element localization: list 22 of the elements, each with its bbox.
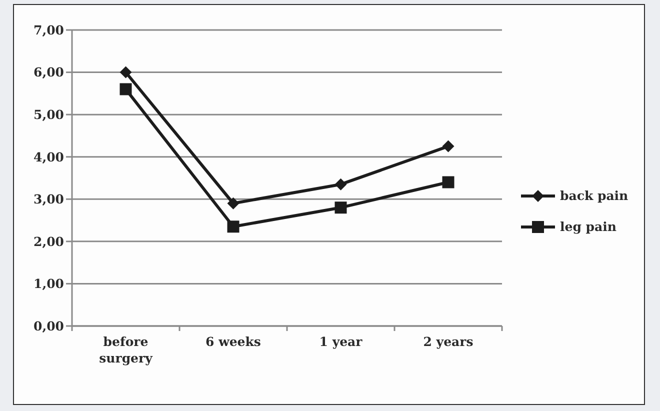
point [334,202,347,214]
legend-label: leg pain [560,219,616,234]
y-tick-label: 5,00 [34,107,64,122]
point [227,220,240,233]
legend-label: back pain [560,188,628,203]
x-tick-label: 2 years [423,334,474,349]
point [120,83,132,96]
point [120,66,132,78]
x-tick-label: 1 year [319,334,363,349]
point [227,197,240,210]
y-tick-label: 1,00 [34,276,64,292]
y-tick-label: 3,00 [34,192,64,207]
y-tick-label: 6,00 [34,64,64,80]
x-tick-label: before surgery [99,334,154,366]
point [334,178,347,190]
point [442,176,454,188]
y-tick-label: 4,00 [34,149,64,164]
point [442,140,454,152]
y-tick-label: 2,00 [34,234,64,249]
y-tick-label: 7,00 [34,22,64,38]
y-tick-label: 0,00 [34,318,64,334]
x-tick-label: 6 weeks [206,334,261,349]
